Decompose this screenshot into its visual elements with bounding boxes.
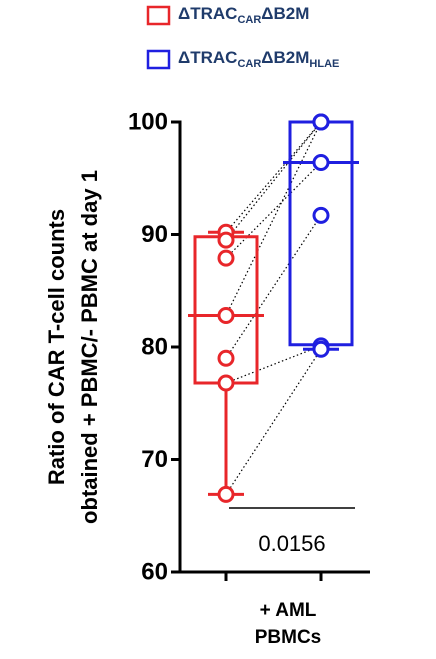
- legend-label-part: CAR: [237, 58, 261, 70]
- pair-line: [225, 348, 322, 495]
- point: [312, 340, 330, 358]
- pair-line: [225, 345, 322, 384]
- point: [312, 113, 330, 131]
- pair-line: [225, 121, 322, 233]
- pair-line: [225, 215, 322, 359]
- y-tick-label: 90: [141, 221, 168, 248]
- point: [312, 206, 330, 224]
- x-tick-label: + AML PBMCs: [254, 600, 322, 648]
- y-tick-label: 100: [128, 108, 168, 135]
- pair-line: [225, 162, 322, 259]
- legend-swatch: [146, 49, 171, 70]
- y-axis-label: Ratio of CAR T-cell counts: [44, 209, 69, 485]
- legend-label-part: ΔTRAC: [178, 48, 237, 67]
- y-tick-label: 70: [141, 446, 168, 473]
- legend-label-part: CAR: [237, 14, 261, 26]
- legend-label: ΔTRACCARΔB2MHLAE: [178, 48, 339, 69]
- legend-label-part: ΔTRAC: [178, 4, 237, 23]
- point: [217, 307, 235, 324]
- point: [312, 154, 330, 171]
- point: [217, 231, 235, 249]
- legend-swatch: [146, 5, 171, 26]
- point: [217, 349, 235, 367]
- y-tick-label: 80: [141, 333, 168, 360]
- point: [217, 485, 235, 503]
- legend-label-part: ΔB2M: [261, 4, 309, 23]
- y-axis-label: obtained + PBMC/- PBMC at day 1: [77, 170, 102, 524]
- legend-label-part: HLAE: [309, 58, 339, 70]
- point: [217, 374, 235, 392]
- pair-line: [225, 121, 322, 241]
- legend-label-part: ΔB2M: [261, 48, 309, 67]
- legend-label: ΔTRACCARΔB2M: [178, 4, 309, 25]
- point: [217, 249, 235, 267]
- pair-line: [225, 121, 322, 316]
- y-tick-label: 60: [141, 558, 168, 585]
- annotation: 0.0156: [258, 531, 325, 556]
